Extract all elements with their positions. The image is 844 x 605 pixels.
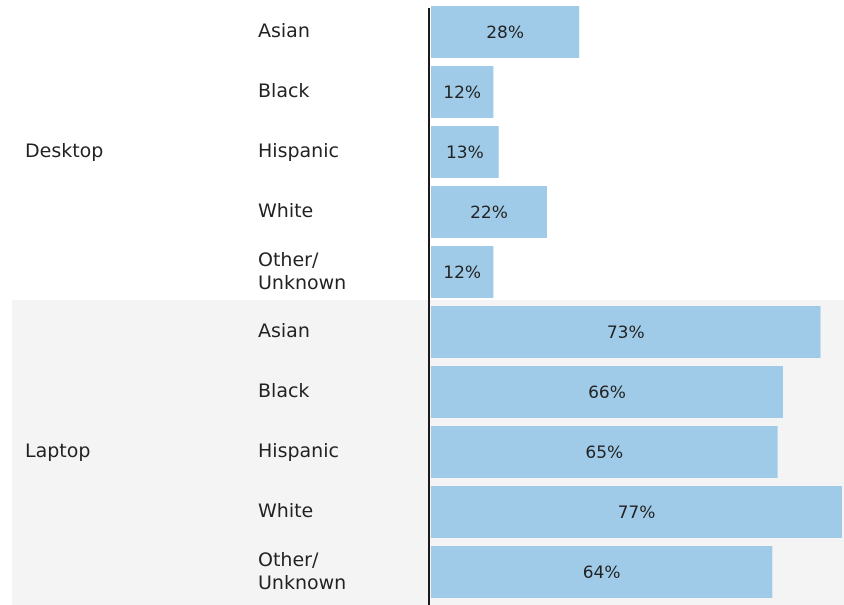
category-label-line: Unknown (258, 272, 346, 294)
category-label: White (258, 500, 313, 522)
category-label: Hispanic (258, 140, 339, 162)
bar-laptop-other-unknown (431, 546, 773, 598)
category-label: Black (258, 80, 309, 102)
bar-value-label: 73% (607, 323, 645, 343)
bar-value-label: 28% (486, 23, 524, 43)
group-label-desktop: Desktop (25, 140, 103, 162)
bar-laptop-hispanic (431, 426, 778, 478)
bar-desktop-white (431, 186, 547, 238)
bar-value-label: 13% (446, 143, 484, 163)
bar-desktop-black (431, 66, 494, 118)
category-label: White (258, 200, 313, 222)
bar-desktop-hispanic (431, 126, 499, 178)
category-label: Asian (258, 320, 310, 342)
category-label: Other/Unknown (258, 249, 346, 294)
bar-value-label: 77% (618, 503, 656, 523)
category-label: Other/Unknown (258, 549, 346, 594)
row-labels: Desktop Asian Black Hispanic White Other/Unkn… (25, 20, 346, 594)
bar-value-label: 12% (443, 83, 481, 103)
category-label: Black (258, 380, 309, 402)
bar-laptop-black (431, 366, 783, 418)
bar-laptop-asian (431, 306, 821, 358)
category-label: Hispanic (258, 440, 339, 462)
bar-value-label: 12% (443, 263, 481, 283)
bar-desktop-other-unknown (431, 246, 494, 298)
category-label-line: Unknown (258, 572, 346, 594)
bar-value-label: 65% (585, 443, 623, 463)
category-label: Asian (258, 20, 310, 42)
category-label-line: Other/ (258, 549, 319, 571)
group-label-laptop: Laptop (25, 440, 90, 462)
bar-laptop-white (431, 486, 842, 538)
bar-desktop-asian (431, 6, 580, 58)
bar-value-label: 66% (588, 383, 626, 403)
bar-value-label: 22% (470, 203, 508, 223)
bars: 28% 12% 13% 22% 12% 73% 66% 65% 77% 64% (431, 6, 842, 598)
category-label-line: Other/ (258, 249, 319, 271)
bar-value-label: 64% (583, 563, 621, 583)
